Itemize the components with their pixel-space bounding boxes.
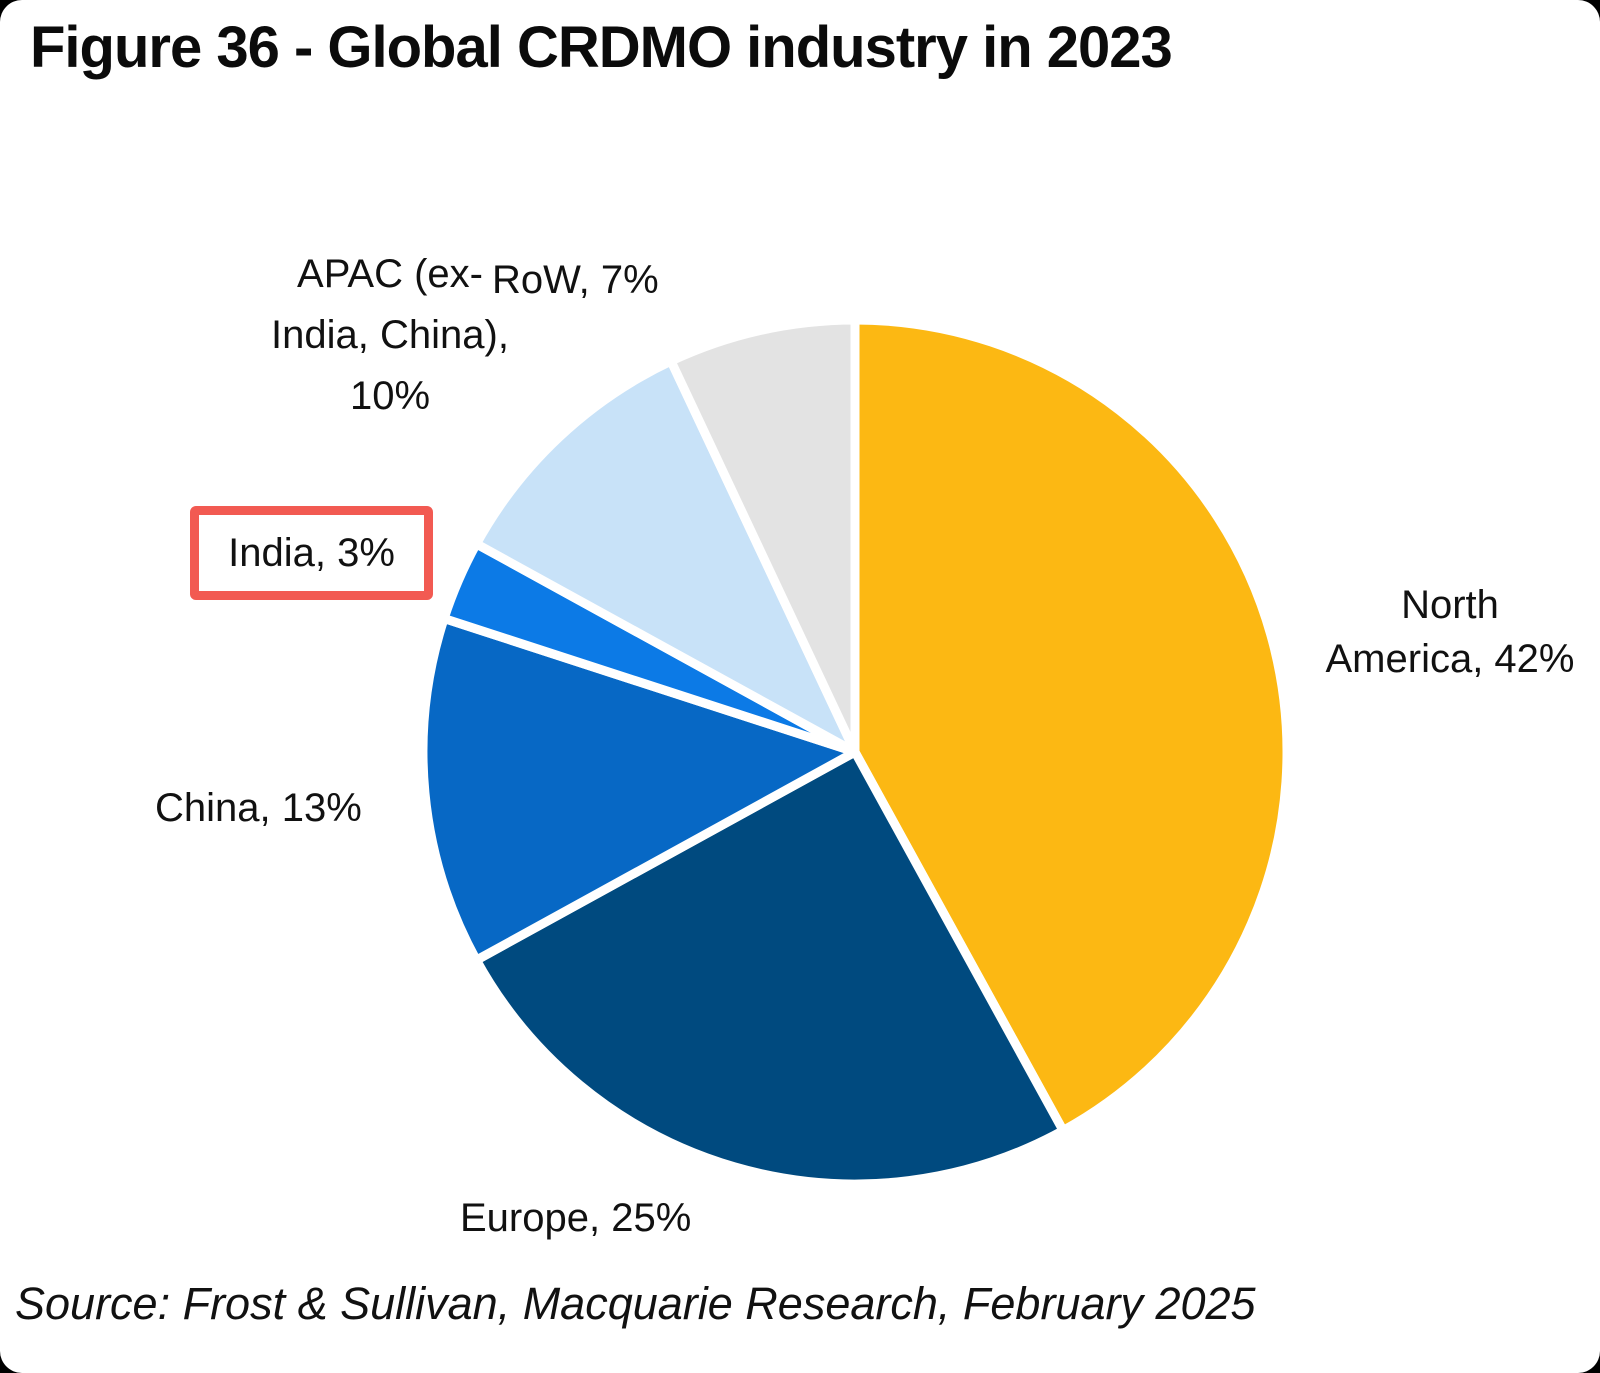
- label-north-america: North America, 42%: [1302, 578, 1598, 686]
- pie-slice-china: [418, 614, 860, 965]
- pie-slice-north-america: [850, 315, 1292, 1136]
- pie-slice-india: [439, 539, 860, 757]
- india-highlight-box: India, 3%: [190, 506, 433, 600]
- pie-slice-europe: [471, 747, 1068, 1189]
- label-north-america-line2: America, 42%: [1325, 637, 1575, 681]
- label-india: India, 3%: [228, 531, 395, 575]
- figure-title: Figure 36 - Global CRDMO industry in 202…: [30, 15, 1173, 80]
- pie-slice-row: [666, 315, 860, 757]
- label-china: China, 13%: [155, 786, 362, 830]
- label-apac: APAC (ex- India, China), 10%: [245, 244, 535, 426]
- label-apac-line1: APAC (ex-: [297, 252, 483, 296]
- label-north-america-line1: North: [1401, 583, 1499, 627]
- label-europe: Europe, 25%: [460, 1196, 692, 1240]
- source-note: Source: Frost & Sullivan, Macquarie Rese…: [15, 1278, 1256, 1329]
- label-apac-line3: 10%: [349, 373, 431, 418]
- label-apac-line2: India, China),: [271, 312, 509, 357]
- label-row: RoW, 7%: [492, 258, 659, 302]
